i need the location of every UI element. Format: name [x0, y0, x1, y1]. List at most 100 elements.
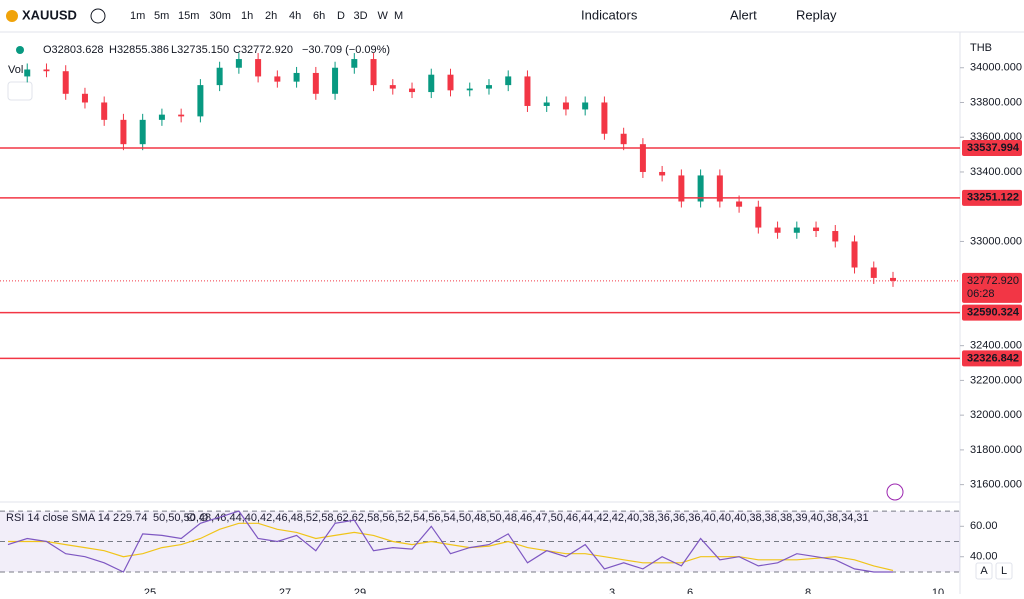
scale-button[interactable] — [975, 562, 993, 580]
candle-body — [178, 114, 185, 117]
legend-change: −30.709 (−0.09%) — [302, 44, 390, 56]
candle-body — [24, 69, 31, 77]
level-label-box — [962, 139, 1022, 156]
candle-body — [716, 175, 723, 202]
y-tick-label: 32400.000 — [970, 340, 1022, 352]
interval-button[interactable]: W — [378, 10, 389, 22]
candle-body — [601, 102, 608, 134]
interval-button[interactable]: 1m — [130, 10, 145, 22]
interval-button[interactable]: 1h — [241, 10, 253, 22]
interval-button[interactable]: M — [394, 10, 403, 22]
legend-low: L32735.150 — [171, 44, 229, 56]
rsi-na: ∅ — [186, 512, 196, 524]
collapse-button[interactable] — [7, 81, 33, 101]
candle-body — [543, 102, 550, 106]
candle-body — [890, 277, 896, 281]
x-tick-label: 27 — [279, 587, 291, 594]
candle-body — [697, 175, 704, 202]
candle-body — [428, 74, 435, 93]
y-tick-label: 32200.000 — [970, 374, 1022, 386]
candle-body — [582, 102, 589, 110]
interval-button[interactable]: 30m — [210, 10, 231, 22]
candle-body — [409, 88, 416, 93]
candle-body — [485, 85, 492, 89]
symbol[interactable]: XAUUSD — [22, 7, 77, 22]
interval-button[interactable]: 2h — [265, 10, 277, 22]
candle-body — [81, 93, 88, 103]
scale-button-label: L — [1001, 565, 1007, 577]
legend-high: H32855.386 — [109, 44, 169, 56]
candle-body — [793, 227, 800, 233]
x-tick-label: 6 — [687, 587, 693, 594]
candle-body — [389, 85, 396, 89]
y-tick-label: 32000.000 — [970, 409, 1022, 421]
interval-button[interactable]: 5m — [154, 10, 169, 22]
interval-button[interactable]: 3D — [354, 10, 368, 22]
candle-body — [293, 72, 300, 82]
legend-close: C32772.920 — [233, 44, 293, 56]
candle-body — [216, 67, 223, 86]
candle-body — [255, 59, 262, 77]
rsi-tick-label: 40.00 — [970, 551, 998, 563]
x-tick-label: 3 — [609, 587, 615, 594]
interval-button[interactable]: 6h — [313, 10, 325, 22]
candle-body — [43, 69, 50, 72]
scale-button-label: A — [980, 565, 988, 577]
rsi-value: 29.74 — [120, 512, 148, 524]
candle-body — [851, 241, 858, 268]
candle-body — [120, 119, 127, 145]
candle-body — [832, 231, 839, 242]
rsi-sma-value: 50,50,50,48,46,44,40,42,46,48,52,58,62,6… — [153, 512, 869, 524]
x-tick-label: 25 — [144, 587, 156, 594]
level-label-box — [962, 189, 1022, 206]
level-label: 32590.324 — [967, 307, 1020, 319]
candle-body — [312, 72, 319, 94]
rsi-title: RSI 14 close SMA 14 2 — [6, 512, 119, 524]
candle-body — [736, 201, 743, 207]
candle-body — [659, 171, 666, 176]
candle-body — [678, 175, 685, 202]
candle-body — [620, 133, 627, 145]
candle-body — [774, 227, 781, 233]
interval-button[interactable]: D — [337, 10, 345, 22]
y-tick-label: 34000.000 — [970, 62, 1022, 74]
candle-body — [274, 76, 281, 82]
lightning-button[interactable] — [886, 483, 904, 501]
y-tick-label: 33000.000 — [970, 235, 1022, 247]
candle-body — [447, 74, 454, 91]
level-label: 33251.122 — [967, 192, 1019, 204]
level-label-box — [962, 350, 1022, 367]
level-label-box — [962, 304, 1022, 321]
candle-body — [870, 267, 877, 278]
candle-body — [197, 85, 204, 117]
candle-body — [562, 102, 569, 110]
indicators-button[interactable]: Indicators — [581, 7, 638, 22]
toolbar — [0, 0, 1024, 32]
candle-body — [351, 59, 358, 68]
candle-body — [813, 227, 820, 232]
candle-body — [755, 206, 762, 228]
alert-button[interactable]: Alert — [730, 7, 757, 22]
y-tick-label: 33400.000 — [970, 166, 1022, 178]
symbol-icon — [6, 10, 18, 22]
replay-button[interactable]: Replay — [796, 7, 837, 22]
compare-button[interactable] — [90, 8, 106, 24]
rsi-sma-line — [8, 522, 894, 571]
x-tick-label: 29 — [354, 587, 366, 594]
y-tick-label: 33800.000 — [970, 96, 1022, 108]
rsi-na: ∅ — [199, 512, 209, 524]
legend-open: O32803.628 — [43, 44, 104, 56]
candle-body — [639, 144, 646, 172]
interval-button[interactable]: 15m — [178, 10, 199, 22]
interval-button[interactable]: 4h — [289, 10, 301, 22]
candle-body — [332, 67, 339, 94]
candle-body — [370, 59, 377, 86]
candle-body — [524, 76, 531, 106]
rsi-tick-label: 60.00 — [970, 520, 998, 532]
last-price-label: 32772.920 — [967, 275, 1019, 287]
rsi-line — [7, 510, 893, 573]
countdown: 06:28 — [967, 288, 995, 300]
x-tick-label: 10 — [932, 587, 944, 594]
scale-button[interactable] — [995, 562, 1013, 580]
